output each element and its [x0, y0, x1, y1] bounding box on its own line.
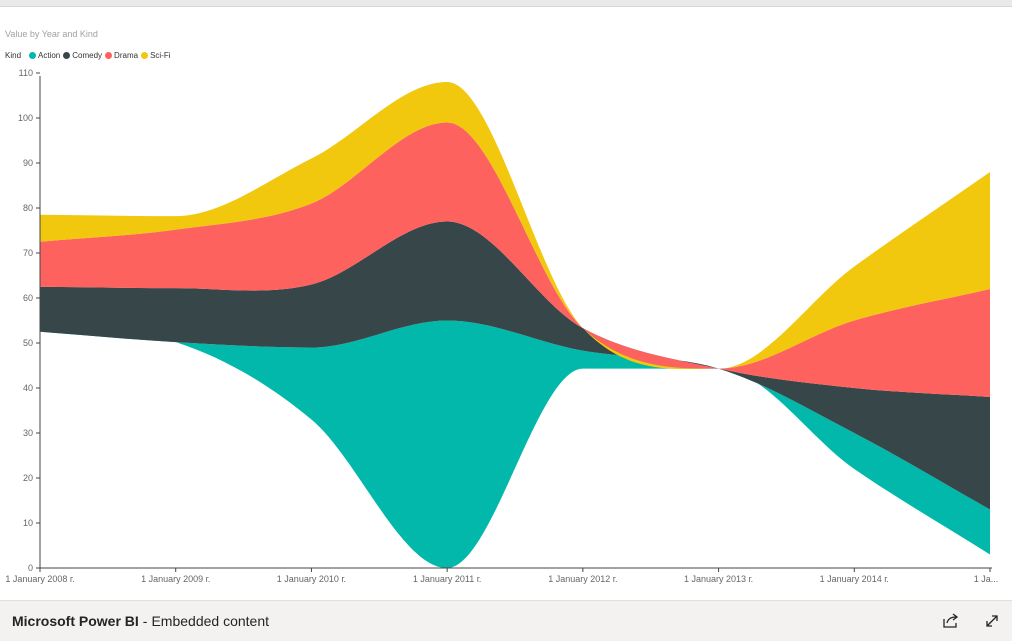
footer-brand: Microsoft Power BI — [12, 613, 139, 629]
legend-label: Drama — [114, 50, 139, 60]
legend-title: Kind — [5, 50, 22, 60]
y-tick-label: 80 — [23, 203, 33, 213]
legend-swatch — [63, 51, 71, 59]
expand-icon — [986, 615, 998, 627]
streamgraph-chart: 0 10 20 30 40 50 60 70 80 90 100 110 1 January 2008 … — [5, 68, 999, 584]
visual-title: Value by Year and Kind — [5, 29, 98, 39]
legend-label: Action — [38, 50, 61, 60]
stream-area-comedy[interactable] — [40, 221, 990, 510]
x-tick-label: 1 Ja... — [974, 574, 999, 584]
legend-swatch — [105, 51, 113, 59]
x-tick-label: 1 January 2008 г. — [5, 574, 74, 584]
y-tick-label: 110 — [19, 68, 33, 78]
y-tick-label: 40 — [23, 383, 33, 393]
x-tick-label: 1 January 2010 г. — [277, 574, 346, 584]
legend-label: Comedy — [72, 50, 103, 60]
footer-description: Embedded content — [151, 613, 269, 629]
legend-label: Sci-Fi — [150, 50, 171, 60]
legend-item-comedy[interactable]: Comedy — [63, 51, 102, 60]
legend-item-action[interactable]: Action — [29, 51, 60, 60]
x-tick-label: 1 January 2011 г. — [413, 574, 482, 584]
share-icon — [943, 613, 959, 628]
stream-area-action[interactable] — [40, 320, 990, 569]
legend-swatch — [29, 51, 37, 59]
y-tick-label: 50 — [23, 338, 33, 348]
y-tick-label: 20 — [23, 473, 33, 483]
y-tick-label: 100 — [18, 113, 33, 123]
x-tick-label: 1 January 2013 г. — [684, 574, 753, 584]
x-tick-label: 1 January 2014 г. — [820, 574, 889, 584]
y-tick-label: 90 — [23, 158, 33, 168]
legend-swatch — [141, 51, 149, 59]
y-tick-label: 30 — [23, 428, 33, 438]
footer-separator: - — [142, 613, 148, 629]
y-tick-label: 70 — [23, 248, 33, 258]
fullscreen-button[interactable] — [982, 611, 1002, 631]
share-button[interactable] — [941, 611, 961, 631]
y-tick-label: 60 — [23, 293, 33, 303]
y-tick-label: 0 — [28, 563, 33, 573]
footer: Microsoft Power BI - Embedded content — [0, 600, 1012, 641]
top-bar — [0, 0, 1012, 7]
stream-area-drama[interactable] — [40, 122, 990, 398]
y-tick-label: 10 — [23, 518, 33, 528]
x-tick-label: 1 January 2009 г. — [141, 574, 210, 584]
legend-item-scifi[interactable]: Sci-Fi — [141, 50, 171, 60]
legend-item-drama[interactable]: Drama — [105, 51, 138, 60]
legend: Kind Action Comedy Drama Sci-Fi — [5, 49, 174, 61]
x-tick-label: 1 January 2012 г. — [548, 574, 617, 584]
